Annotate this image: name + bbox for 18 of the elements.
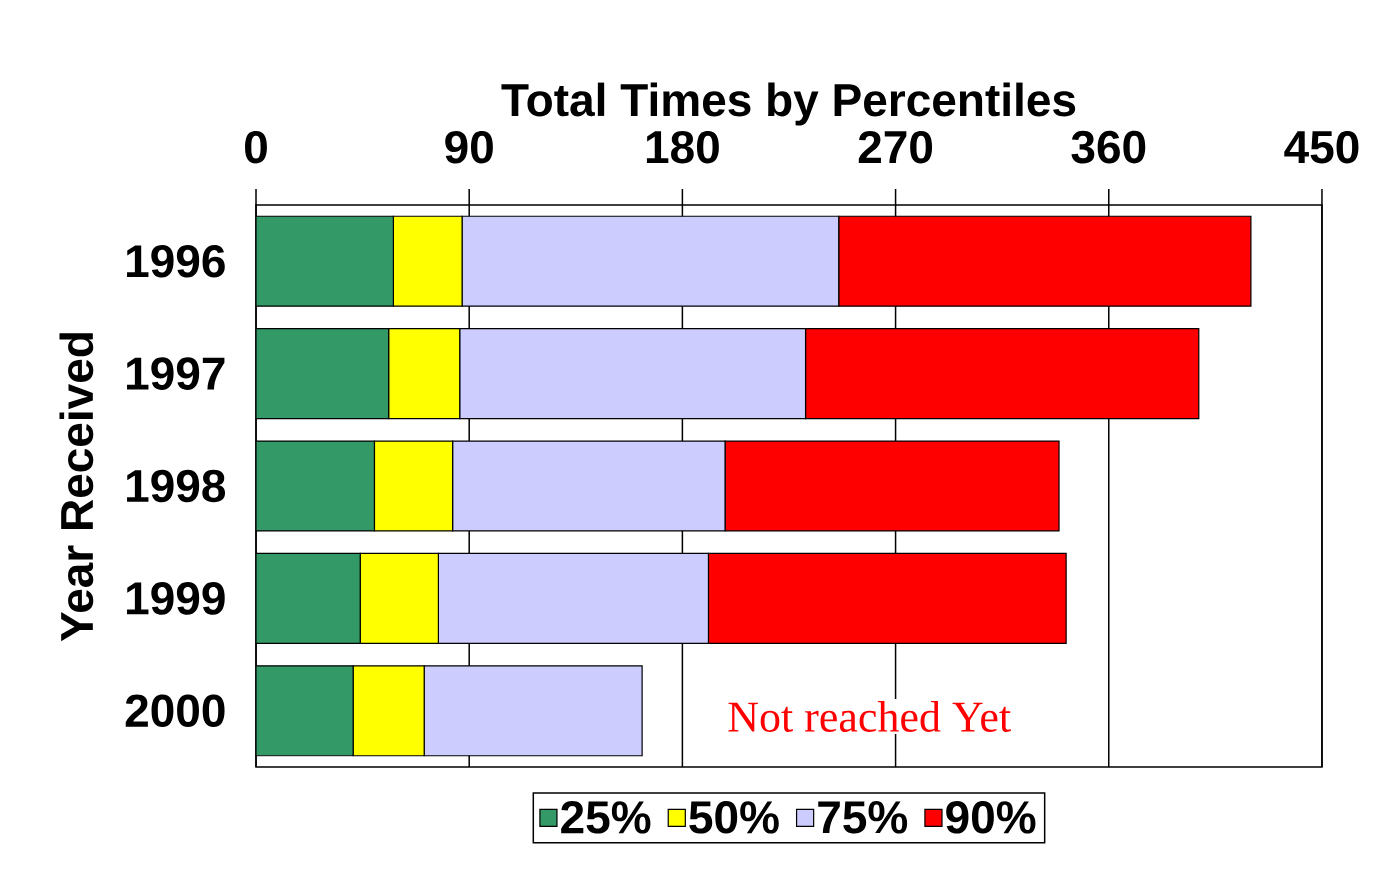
legend-label: 75% [818, 801, 908, 834]
legend-label: 25% [561, 801, 651, 834]
legend-label: 90% [946, 801, 1036, 834]
chart-title: Total Times by Percentiles [501, 82, 1076, 126]
x-tick-label: 90 [445, 130, 493, 164]
y-tick-label: 1999 [127, 582, 225, 615]
x-tick-label: 0 [245, 130, 267, 164]
x-tick-label: 360 [1071, 130, 1146, 164]
y-tick-label: 1997 [127, 357, 225, 390]
legend-label: 50% [689, 801, 779, 834]
y-tick-label: 1998 [127, 469, 226, 503]
y-tick-label: 2000 [125, 694, 225, 728]
y-tick-label: 1996 [127, 244, 225, 278]
x-tick-label: 180 [646, 130, 719, 164]
y-axis-title: Year Received [59, 333, 94, 642]
annotation: Not reached Yet [728, 700, 1011, 732]
x-tick-label: 450 [1284, 130, 1359, 164]
x-tick-label: 270 [858, 130, 933, 164]
